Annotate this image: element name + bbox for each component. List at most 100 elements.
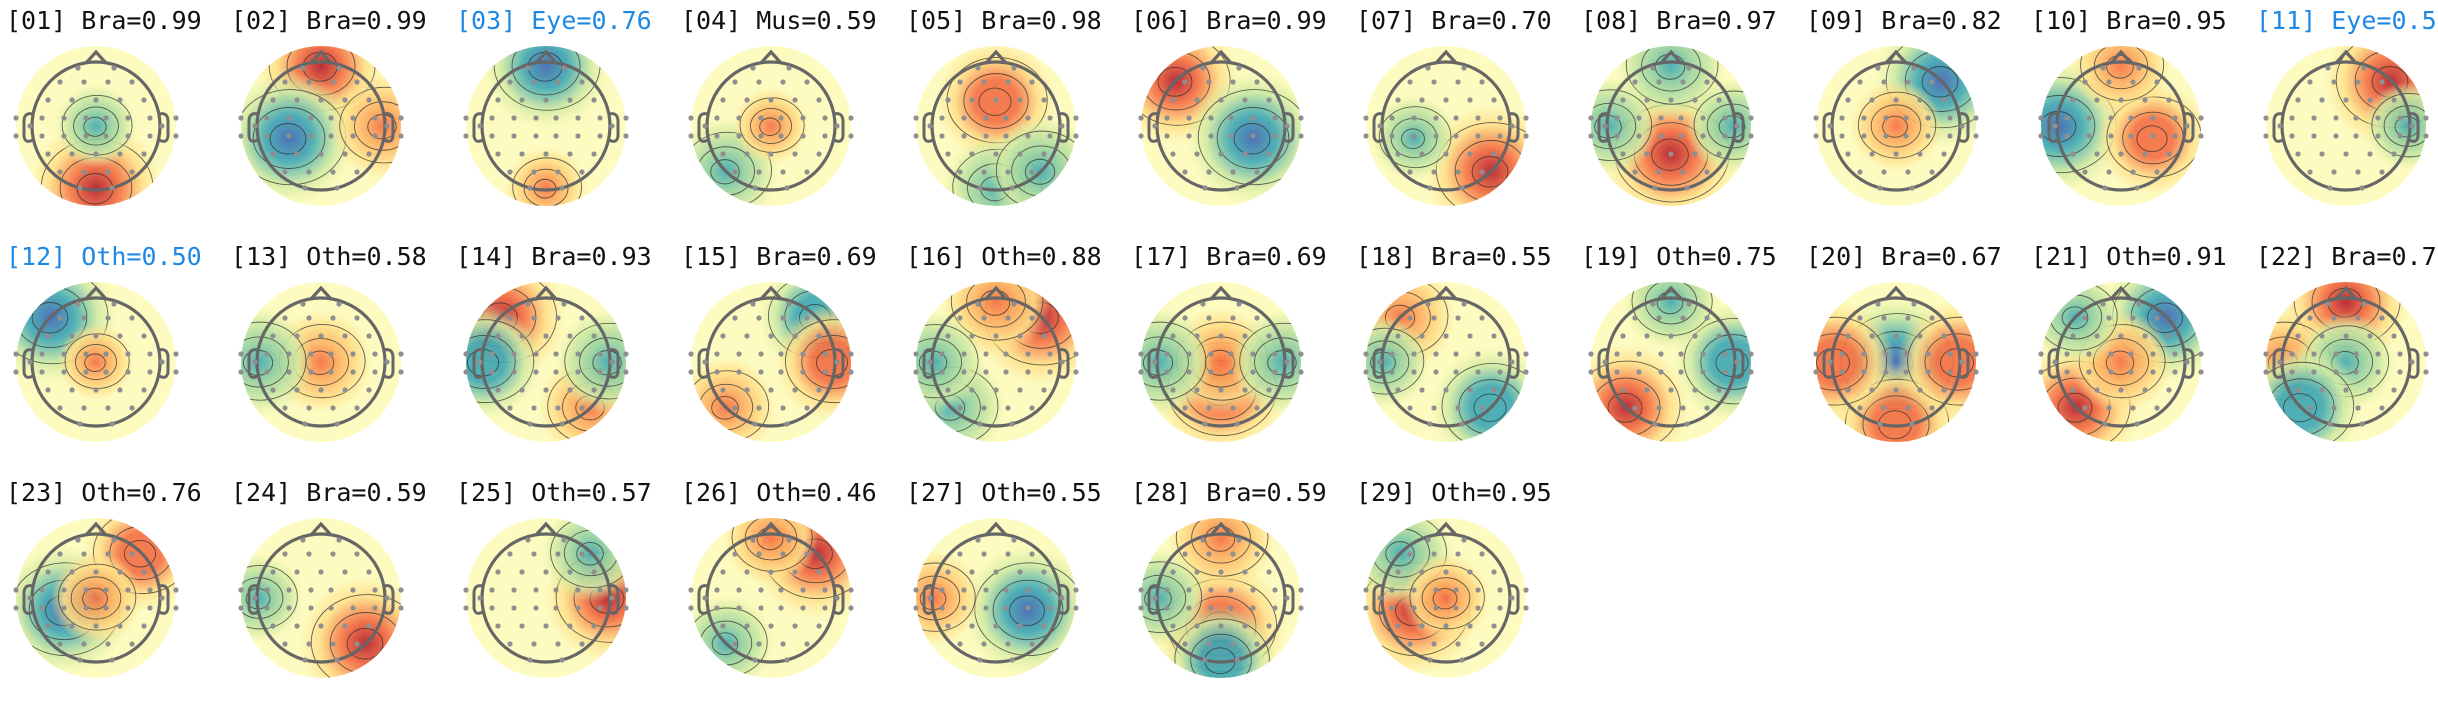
electrode-marker bbox=[1722, 133, 1728, 139]
electrode-marker bbox=[1656, 79, 1662, 85]
electrode-marker bbox=[1298, 369, 1304, 375]
contour-line bbox=[1591, 360, 1681, 442]
electrode-marker bbox=[2136, 301, 2142, 307]
electrode-marker bbox=[308, 605, 314, 611]
component-label: [01] Bra=0.99 bbox=[6, 6, 202, 35]
electrode-marker bbox=[780, 641, 786, 647]
electrode-marker bbox=[1200, 65, 1206, 71]
electrode-marker bbox=[61, 587, 67, 593]
topomap-panel: [29] Oth=0.95 bbox=[1356, 477, 1582, 709]
contour-line bbox=[1157, 66, 1193, 97]
electrode-marker bbox=[848, 133, 854, 139]
electrode-marker bbox=[1427, 421, 1433, 427]
topomap-plot bbox=[13, 518, 179, 678]
electrode-marker bbox=[2409, 123, 2415, 129]
component-label: [11] Eye=0.55 bbox=[2256, 6, 2438, 35]
electrode-marker bbox=[1925, 369, 1931, 375]
component-label: [14] Bra=0.93 bbox=[456, 242, 652, 271]
electrode-marker bbox=[129, 405, 135, 411]
electrode-marker bbox=[555, 79, 561, 85]
contour-line bbox=[756, 527, 784, 551]
contour-line bbox=[1718, 115, 1746, 139]
electrode-marker bbox=[1138, 587, 1144, 593]
right-ear-outline bbox=[1283, 348, 1295, 379]
electrode-marker bbox=[93, 97, 99, 103]
topomap-panel: [01] Bra=0.99 bbox=[6, 5, 232, 237]
electrode-marker bbox=[125, 133, 131, 139]
electrode-marker bbox=[975, 65, 981, 71]
electrode-marker bbox=[1250, 605, 1256, 611]
right-ear-outline bbox=[608, 584, 620, 615]
contour-line bbox=[2093, 46, 2149, 90]
electrode-marker bbox=[2355, 315, 2361, 321]
electrode-marker bbox=[1389, 133, 1395, 139]
right-ear-outline bbox=[2408, 348, 2420, 379]
electrode-marker bbox=[2172, 115, 2178, 121]
electrode-marker bbox=[141, 387, 147, 393]
electrode-marker bbox=[1234, 185, 1240, 191]
electrode-marker bbox=[623, 369, 629, 375]
electrode-marker bbox=[519, 623, 525, 629]
electrode-marker bbox=[2100, 301, 2106, 307]
electrode-marker bbox=[1228, 133, 1234, 139]
contour-line bbox=[466, 319, 535, 404]
electrode-marker bbox=[330, 79, 336, 85]
electrode-marker bbox=[2295, 387, 2301, 393]
electrode-marker bbox=[1909, 185, 1915, 191]
electrode-marker bbox=[125, 351, 131, 357]
contour-line bbox=[2041, 95, 2096, 157]
electrode-marker bbox=[969, 151, 975, 157]
electrode-marker bbox=[1206, 169, 1212, 175]
contour-line bbox=[346, 628, 384, 660]
topomap-panel: [14] Bra=0.93 bbox=[456, 241, 682, 473]
electrode-marker bbox=[1614, 115, 1620, 121]
electrode-marker bbox=[688, 587, 694, 593]
electrode-marker bbox=[270, 387, 276, 393]
contour-line bbox=[339, 86, 401, 164]
electrode-marker bbox=[173, 587, 179, 593]
electrode-marker bbox=[2409, 359, 2415, 365]
electrode-marker bbox=[688, 605, 694, 611]
topomap-panel: [03] Eye=0.76 bbox=[456, 5, 682, 237]
contour-line bbox=[73, 106, 119, 146]
right-ear-outline bbox=[2183, 112, 2195, 143]
electrode-marker bbox=[1025, 369, 1031, 375]
electrode-marker bbox=[294, 97, 300, 103]
electrode-marker bbox=[591, 151, 597, 157]
electrode-marker bbox=[69, 151, 75, 157]
component-label: [06] Bra=0.99 bbox=[1131, 6, 1327, 35]
electrode-marker bbox=[816, 623, 822, 629]
contour-line bbox=[1233, 123, 1271, 155]
electrode-marker bbox=[2333, 351, 2339, 357]
electrode-marker bbox=[1003, 351, 1009, 357]
electrode-marker bbox=[1017, 333, 1023, 339]
electrode-marker bbox=[83, 605, 89, 611]
electrode-marker bbox=[372, 115, 378, 121]
electrode-marker bbox=[1206, 551, 1212, 557]
electrode-marker bbox=[489, 369, 495, 375]
electrode-marker bbox=[1748, 369, 1754, 375]
topomap-panel: [24] Bra=0.59 bbox=[231, 477, 457, 709]
electrode-marker bbox=[2277, 359, 2283, 365]
electrode-marker bbox=[507, 405, 513, 411]
nose-outline bbox=[759, 521, 783, 537]
electrode-marker bbox=[553, 605, 559, 611]
electrode-marker bbox=[328, 605, 334, 611]
electrode-marker bbox=[159, 595, 165, 601]
topomap-panel: [27] Oth=0.55 bbox=[906, 477, 1132, 709]
electrode-marker bbox=[1029, 405, 1035, 411]
electrode-marker bbox=[553, 369, 559, 375]
electrode-marker bbox=[720, 569, 726, 575]
electrode-marker bbox=[1266, 151, 1272, 157]
electrode-marker bbox=[1925, 133, 1931, 139]
electrode-marker bbox=[1389, 587, 1395, 593]
electrode-marker bbox=[575, 351, 581, 357]
electrode-marker bbox=[1029, 315, 1035, 321]
electrode-marker bbox=[129, 79, 135, 85]
electrode-marker bbox=[1479, 315, 1485, 321]
electrode-marker bbox=[75, 301, 81, 307]
negative-region bbox=[54, 84, 138, 168]
electrode-marker bbox=[555, 169, 561, 175]
electrode-marker bbox=[336, 65, 342, 71]
electrode-marker bbox=[1973, 115, 1979, 121]
